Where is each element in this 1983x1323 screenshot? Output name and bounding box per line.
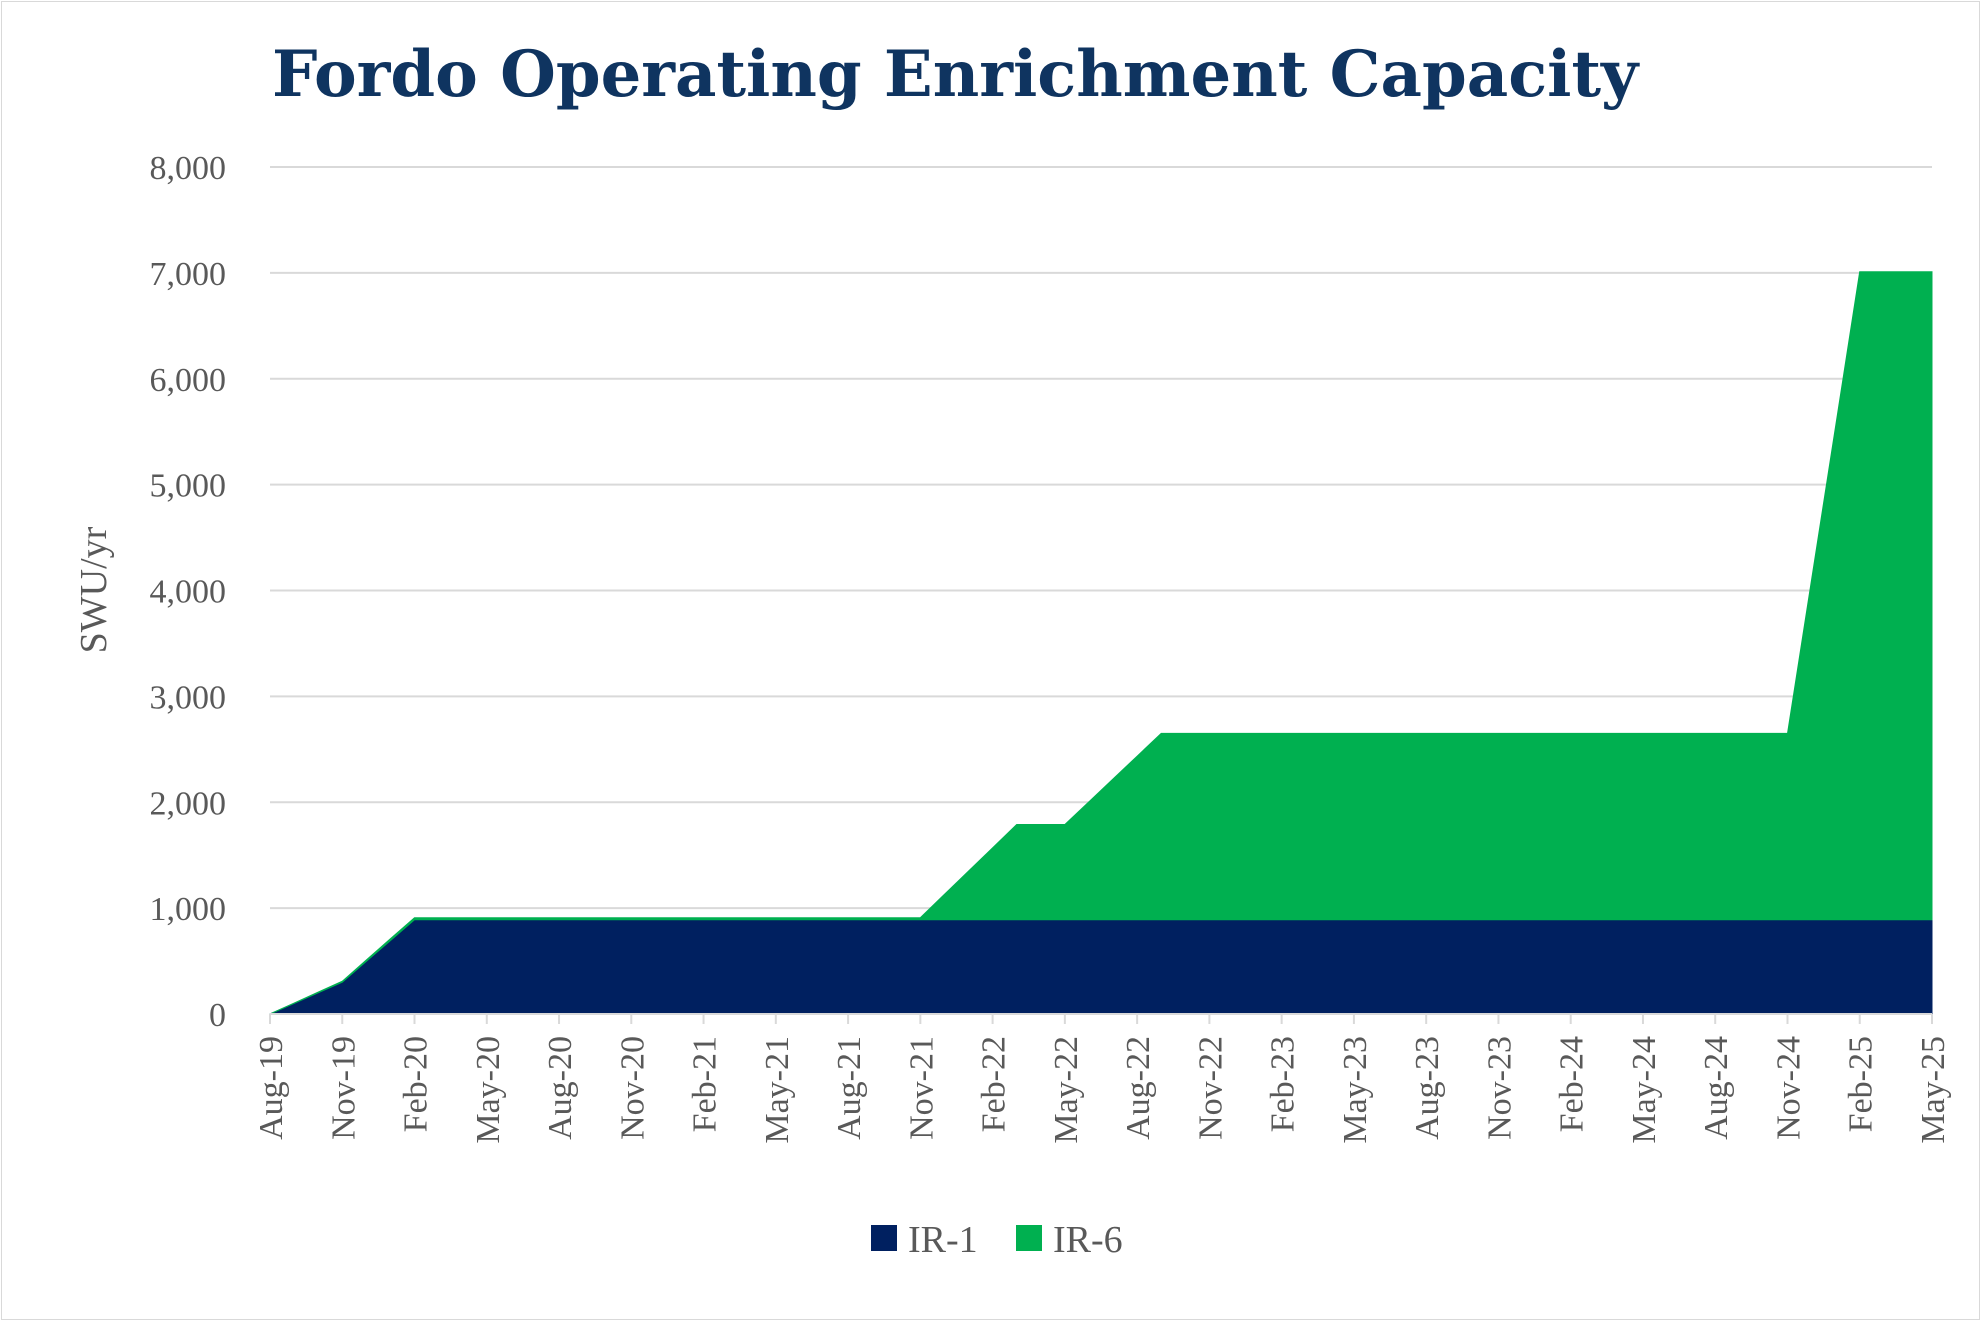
legend-swatch-ir-6 xyxy=(1016,1225,1042,1251)
y-tick-label: 6,000 xyxy=(150,362,227,399)
x-tick-label: Feb-20 xyxy=(398,1036,435,1132)
x-tick-label: Aug-23 xyxy=(1409,1036,1446,1140)
x-tick-label: Aug-22 xyxy=(1120,1036,1157,1140)
y-tick-label: 4,000 xyxy=(150,574,227,611)
x-axis-ticks: Aug-19 Nov-19 Feb-20 May-20 Aug-20 Nov-20 Feb-… xyxy=(253,1014,1952,1144)
x-tick-label: May-25 xyxy=(1915,1036,1952,1144)
stacked-areas xyxy=(269,271,1933,1015)
x-tick-label: Nov-22 xyxy=(1192,1036,1229,1140)
x-tick-label: Nov-20 xyxy=(614,1036,651,1140)
y-tick-label: 2,000 xyxy=(150,785,227,822)
x-tick-label: May-24 xyxy=(1626,1036,1663,1144)
x-tick-label: May-21 xyxy=(759,1036,796,1144)
x-tick-label: Aug-19 xyxy=(253,1036,290,1140)
y-tick-label: 0 xyxy=(209,997,226,1034)
y-axis-label: SWU/yr xyxy=(73,526,115,653)
x-tick-label: Nov-24 xyxy=(1770,1036,1807,1140)
x-tick-label: Feb-21 xyxy=(687,1036,724,1132)
x-tick-label: Aug-24 xyxy=(1698,1036,1735,1140)
y-tick-label: 1,000 xyxy=(150,891,227,928)
legend-swatch-ir-1 xyxy=(871,1225,897,1251)
chart-title: Fordo Operating Enrichment Capacity xyxy=(272,37,1640,112)
y-tick-label: 8,000 xyxy=(150,150,227,187)
x-tick-label: Aug-21 xyxy=(831,1036,868,1140)
x-tick-label: Nov-21 xyxy=(903,1036,940,1140)
y-tick-label: 3,000 xyxy=(150,679,227,716)
x-tick-label: May-20 xyxy=(470,1036,507,1144)
legend-label-ir-6: IR-6 xyxy=(1053,1219,1123,1261)
x-tick-label: Feb-25 xyxy=(1843,1036,1880,1132)
legend: IR-1 IR-6 xyxy=(871,1219,1123,1261)
legend-label-ir-1: IR-1 xyxy=(908,1219,978,1261)
x-tick-label: Feb-22 xyxy=(976,1036,1013,1132)
x-tick-label: May-23 xyxy=(1337,1036,1374,1144)
x-tick-label: May-22 xyxy=(1048,1036,1085,1144)
area-ir-1 xyxy=(269,919,1933,1015)
x-tick-label: Feb-24 xyxy=(1554,1036,1591,1132)
area-ir-6 xyxy=(269,271,1933,1015)
y-axis-ticks: 0 1,000 2,000 3,000 4,000 5,000 6,000 7,000 8,00… xyxy=(150,150,227,1034)
x-tick-label: Nov-23 xyxy=(1481,1036,1518,1140)
y-tick-label: 7,000 xyxy=(150,256,227,293)
x-tick-label: Aug-20 xyxy=(542,1036,579,1140)
x-tick-label: Nov-19 xyxy=(325,1036,362,1140)
x-tick-label: Feb-23 xyxy=(1265,1036,1302,1132)
y-tick-label: 5,000 xyxy=(150,468,227,505)
